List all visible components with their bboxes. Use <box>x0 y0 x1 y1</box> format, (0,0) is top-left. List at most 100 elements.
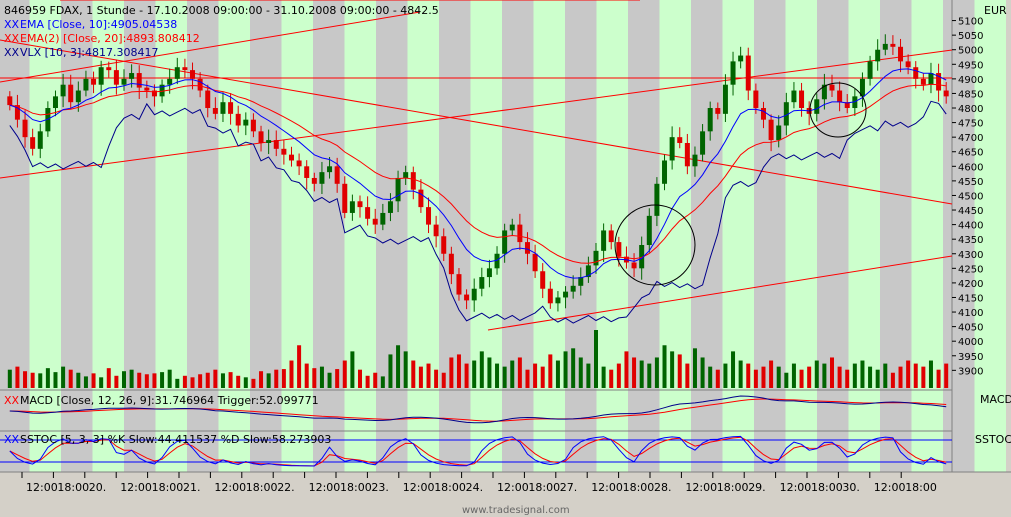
volume-bar <box>152 373 157 388</box>
time-tick-label: 18:00 <box>905 481 937 494</box>
volume-bar <box>319 366 324 388</box>
volume-bar <box>83 376 88 388</box>
candle-body <box>205 90 211 109</box>
vlx-line <box>9 100 947 324</box>
candle-body <box>593 250 599 266</box>
legend-ema20: EMA(2) [Close, 20]:4893.808412 <box>20 32 200 45</box>
candle-body <box>98 67 104 85</box>
volume-bar <box>738 360 743 388</box>
volume-bar <box>144 374 149 388</box>
price-tick-label: 4250 <box>958 264 983 275</box>
candle-body <box>395 177 401 202</box>
candle-body <box>357 201 363 208</box>
volume-bar <box>799 369 804 388</box>
volume-bar <box>213 369 218 388</box>
candle-body <box>327 166 333 173</box>
volume-bar <box>525 369 530 388</box>
candle-body <box>555 297 561 304</box>
candle-body <box>783 102 789 126</box>
volume-bar <box>761 366 766 388</box>
candle-body <box>532 253 538 272</box>
time-tick-label: 18:00 <box>434 481 466 494</box>
volume-bar <box>205 372 210 388</box>
volume-bar <box>822 363 827 388</box>
candle-body <box>882 43 888 50</box>
volume-bar <box>495 363 500 388</box>
volume-bar <box>624 351 629 388</box>
candle-body <box>715 108 721 114</box>
volume-bar <box>23 371 28 388</box>
volume-bar <box>662 345 667 388</box>
volume-bar <box>403 351 408 388</box>
candle-body <box>7 96 13 106</box>
candle-body <box>52 96 58 109</box>
volume-bar <box>15 366 20 388</box>
candle-body <box>677 137 683 143</box>
candle-body <box>578 277 584 286</box>
watermark: www.tradesignal.com <box>462 505 570 516</box>
volume-bar <box>243 377 248 388</box>
volume-bar <box>609 369 614 388</box>
legend-ema20-marker: XX <box>4 32 20 45</box>
legend: 846959 FDAX, 1 Stunde - 17.10.2008 09:00… <box>4 4 1011 516</box>
volume-bar <box>434 369 439 388</box>
candle-body <box>867 61 873 79</box>
volume-bar <box>784 372 789 388</box>
time-tick-label: 21. <box>183 481 201 494</box>
session-band <box>470 0 502 472</box>
volume-bar <box>731 351 736 388</box>
volume-bar <box>68 369 73 388</box>
time-tick-label: 18:00 <box>152 481 184 494</box>
candle-body <box>121 78 127 85</box>
candle-body <box>106 67 112 71</box>
price-tick-label: 4200 <box>958 279 983 290</box>
volume-bar <box>670 351 675 388</box>
volume-bar <box>418 366 423 388</box>
volume-bar <box>548 354 553 388</box>
volume-bar <box>388 354 393 388</box>
candle-body <box>654 183 660 216</box>
candle-body <box>258 131 264 143</box>
volume-bar <box>510 360 515 388</box>
volume-bar <box>449 357 454 388</box>
session-band <box>533 0 565 472</box>
candle-body <box>319 172 325 184</box>
volume-bar <box>928 360 933 388</box>
volume-bar <box>396 345 401 388</box>
volume-bar <box>426 363 431 388</box>
candle-body <box>281 148 287 155</box>
candle-body <box>266 140 272 143</box>
volume-bar <box>190 377 195 388</box>
price-tick-label: 4950 <box>958 60 983 71</box>
volume-bar <box>601 366 606 388</box>
time-tick-label: 28. <box>654 481 672 494</box>
candle-body <box>829 84 835 91</box>
volume-bar <box>160 372 165 388</box>
price-tick-label: 4650 <box>958 148 983 159</box>
candle-body <box>387 201 393 213</box>
legend-sstoc: SSTOC [5, 3, 3] %K Slow:44.411537 %D Slo… <box>20 433 331 446</box>
price-tick-label: 4300 <box>958 250 983 261</box>
candle-body <box>190 70 196 79</box>
volume-bar <box>563 351 568 388</box>
candle-body <box>890 43 896 47</box>
session-band <box>943 0 975 472</box>
trend-line <box>0 39 953 205</box>
volume-bar <box>708 366 713 388</box>
candle-body <box>448 253 454 275</box>
volume-bar <box>53 372 58 388</box>
volume-bar <box>365 375 370 388</box>
trend-lines <box>0 0 953 331</box>
trend-line <box>0 49 953 179</box>
price-tick-label: 4050 <box>958 323 983 334</box>
session-band <box>974 0 1006 472</box>
candle-body <box>479 277 485 289</box>
candle-body <box>684 142 690 167</box>
volume-bar <box>715 369 720 388</box>
time-tick-label: 29. <box>748 481 766 494</box>
price-tick-label: 4400 <box>958 221 983 232</box>
volume-bar <box>791 363 796 388</box>
session-band <box>0 0 30 472</box>
candle-body <box>509 224 515 231</box>
